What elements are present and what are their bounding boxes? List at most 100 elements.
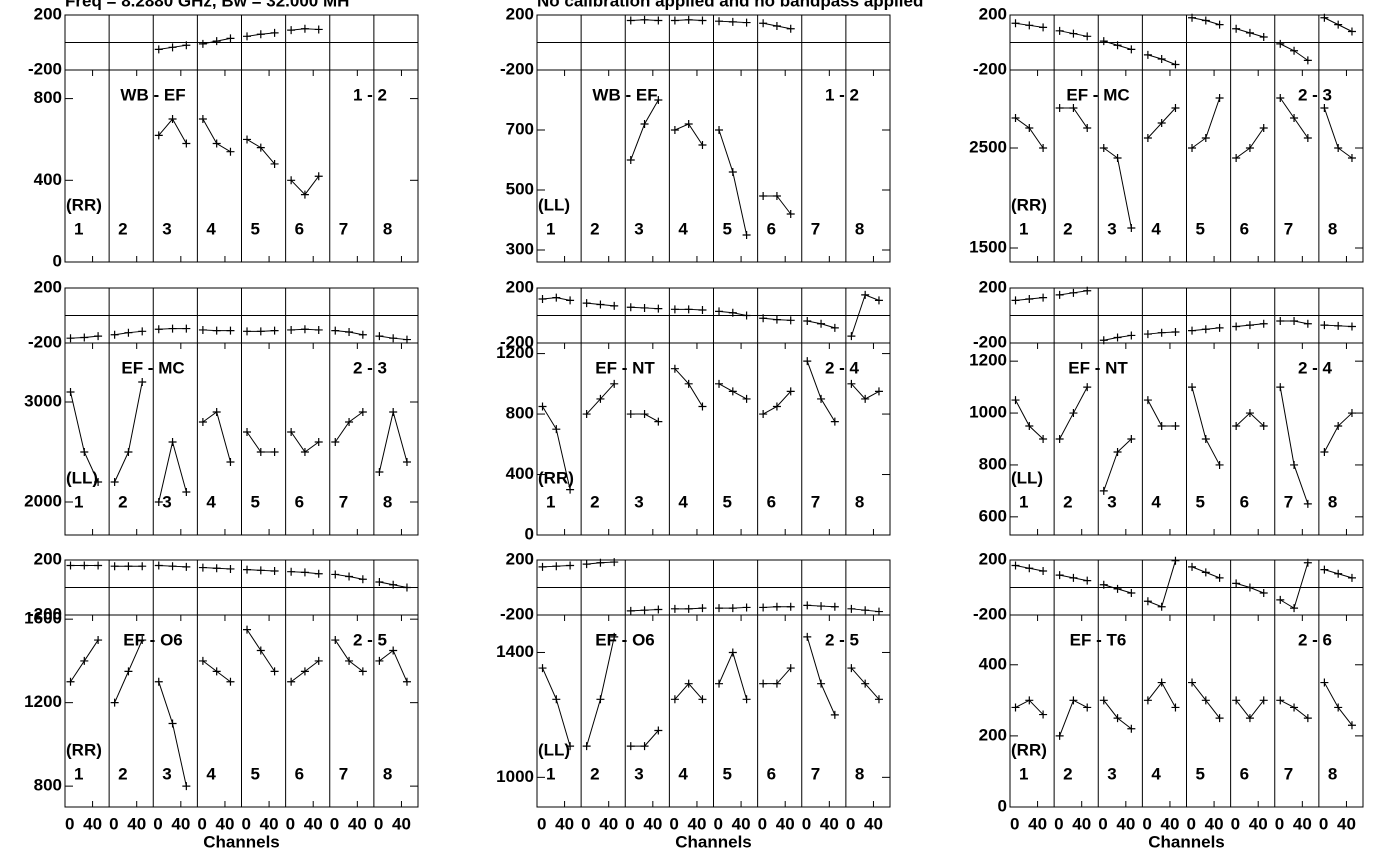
baseline-stations: EF - NT [595,358,655,377]
y-tick-label: 200 [979,4,1007,23]
x-tick-label: 40 [776,814,795,833]
trace [674,607,703,610]
trace [542,565,571,568]
y-tick-label: 500 [506,179,534,198]
trace [1059,574,1088,582]
y-tick-label: 200 [34,549,62,568]
trace [70,335,99,339]
x-tick-label: 40 [1205,814,1224,833]
data-point [786,24,795,33]
y-tick-label: -200 [28,59,62,78]
data-point [314,438,323,446]
data-point [1347,409,1356,418]
if-label: 4 [206,219,216,238]
x-axis-label: Channels [1148,832,1225,851]
trace [542,406,571,490]
if-label: 6 [1240,492,1249,511]
data-point [610,379,619,388]
trace [1147,560,1176,608]
x-tick-label: 40 [555,814,574,833]
if-label: 8 [383,764,392,783]
if-label: 1 [74,492,83,511]
x-tick-label: 40 [1072,814,1091,833]
trace [1015,399,1044,440]
trace [851,383,880,400]
baseline-numbers: 1 - 2 [353,85,387,104]
if-label: 3 [1107,492,1116,511]
trace [1279,97,1309,139]
data-point [538,664,547,673]
data-point [1347,573,1356,582]
y-tick-label: 3000 [24,391,62,410]
x-tick-label: 0 [153,814,162,833]
polarization: (LL) [1011,468,1043,487]
trace [70,639,99,683]
x-tick-label: 40 [1116,814,1135,833]
trace [630,730,659,747]
y-tick-label: 300 [506,239,534,258]
trace [158,328,187,330]
if-label: 5 [1196,219,1205,238]
if-label: 8 [383,492,392,511]
trace [202,567,231,570]
y-tick-label: -200 [500,59,534,78]
if-label: 7 [811,492,820,511]
x-tick-label: 0 [1319,814,1328,833]
polarization: (RR) [66,195,102,214]
data-point [1143,597,1152,606]
trace [334,411,364,443]
trace [246,139,275,165]
trace [1324,17,1353,32]
trace [630,609,659,612]
trace [763,606,791,608]
data-point [1347,721,1356,730]
y-tick-label: 200 [506,549,534,568]
trace [1103,40,1132,50]
if-label: 6 [767,492,776,511]
trace [1015,117,1044,149]
y-tick-label: 2000 [24,491,62,510]
y-tick-label: 1500 [969,237,1007,256]
trace [1147,54,1176,65]
data-point [1083,383,1092,392]
trace [1059,107,1088,129]
trace [114,381,143,483]
trace [290,660,320,683]
data-point [1320,13,1329,22]
trace [334,639,364,672]
trace [158,565,187,568]
trace [202,329,231,332]
if-label: 2 [118,492,127,511]
data-point [786,664,795,673]
y-tick-label: 400 [34,170,62,189]
data-point [138,378,147,386]
data-point [1143,696,1152,705]
trace [1015,699,1044,715]
trace [1147,399,1176,427]
y-tick-label: 200 [506,277,534,296]
trace [1015,297,1044,301]
data-point [198,115,207,124]
data-point [1347,27,1356,36]
if-label: 7 [811,219,820,238]
trace [763,195,792,215]
y-tick-label: 200 [34,277,62,296]
if-label: 5 [1196,764,1205,783]
trace [291,328,319,331]
trace [674,368,703,407]
if-label: 5 [251,492,260,511]
data-point [1171,703,1180,712]
trace [1147,681,1176,708]
if-label: 2 [118,219,127,238]
if-label: 3 [162,764,171,783]
trace [378,411,408,473]
trace [1280,562,1309,609]
if-label: 8 [855,492,864,511]
if-label: 1 [1019,764,1028,783]
data-point [742,311,751,320]
if-label: 4 [206,764,216,783]
x-tick-label: 40 [171,814,190,833]
baseline-stations: EF - MC [121,358,184,377]
data-point [402,458,411,466]
trace [290,431,320,453]
